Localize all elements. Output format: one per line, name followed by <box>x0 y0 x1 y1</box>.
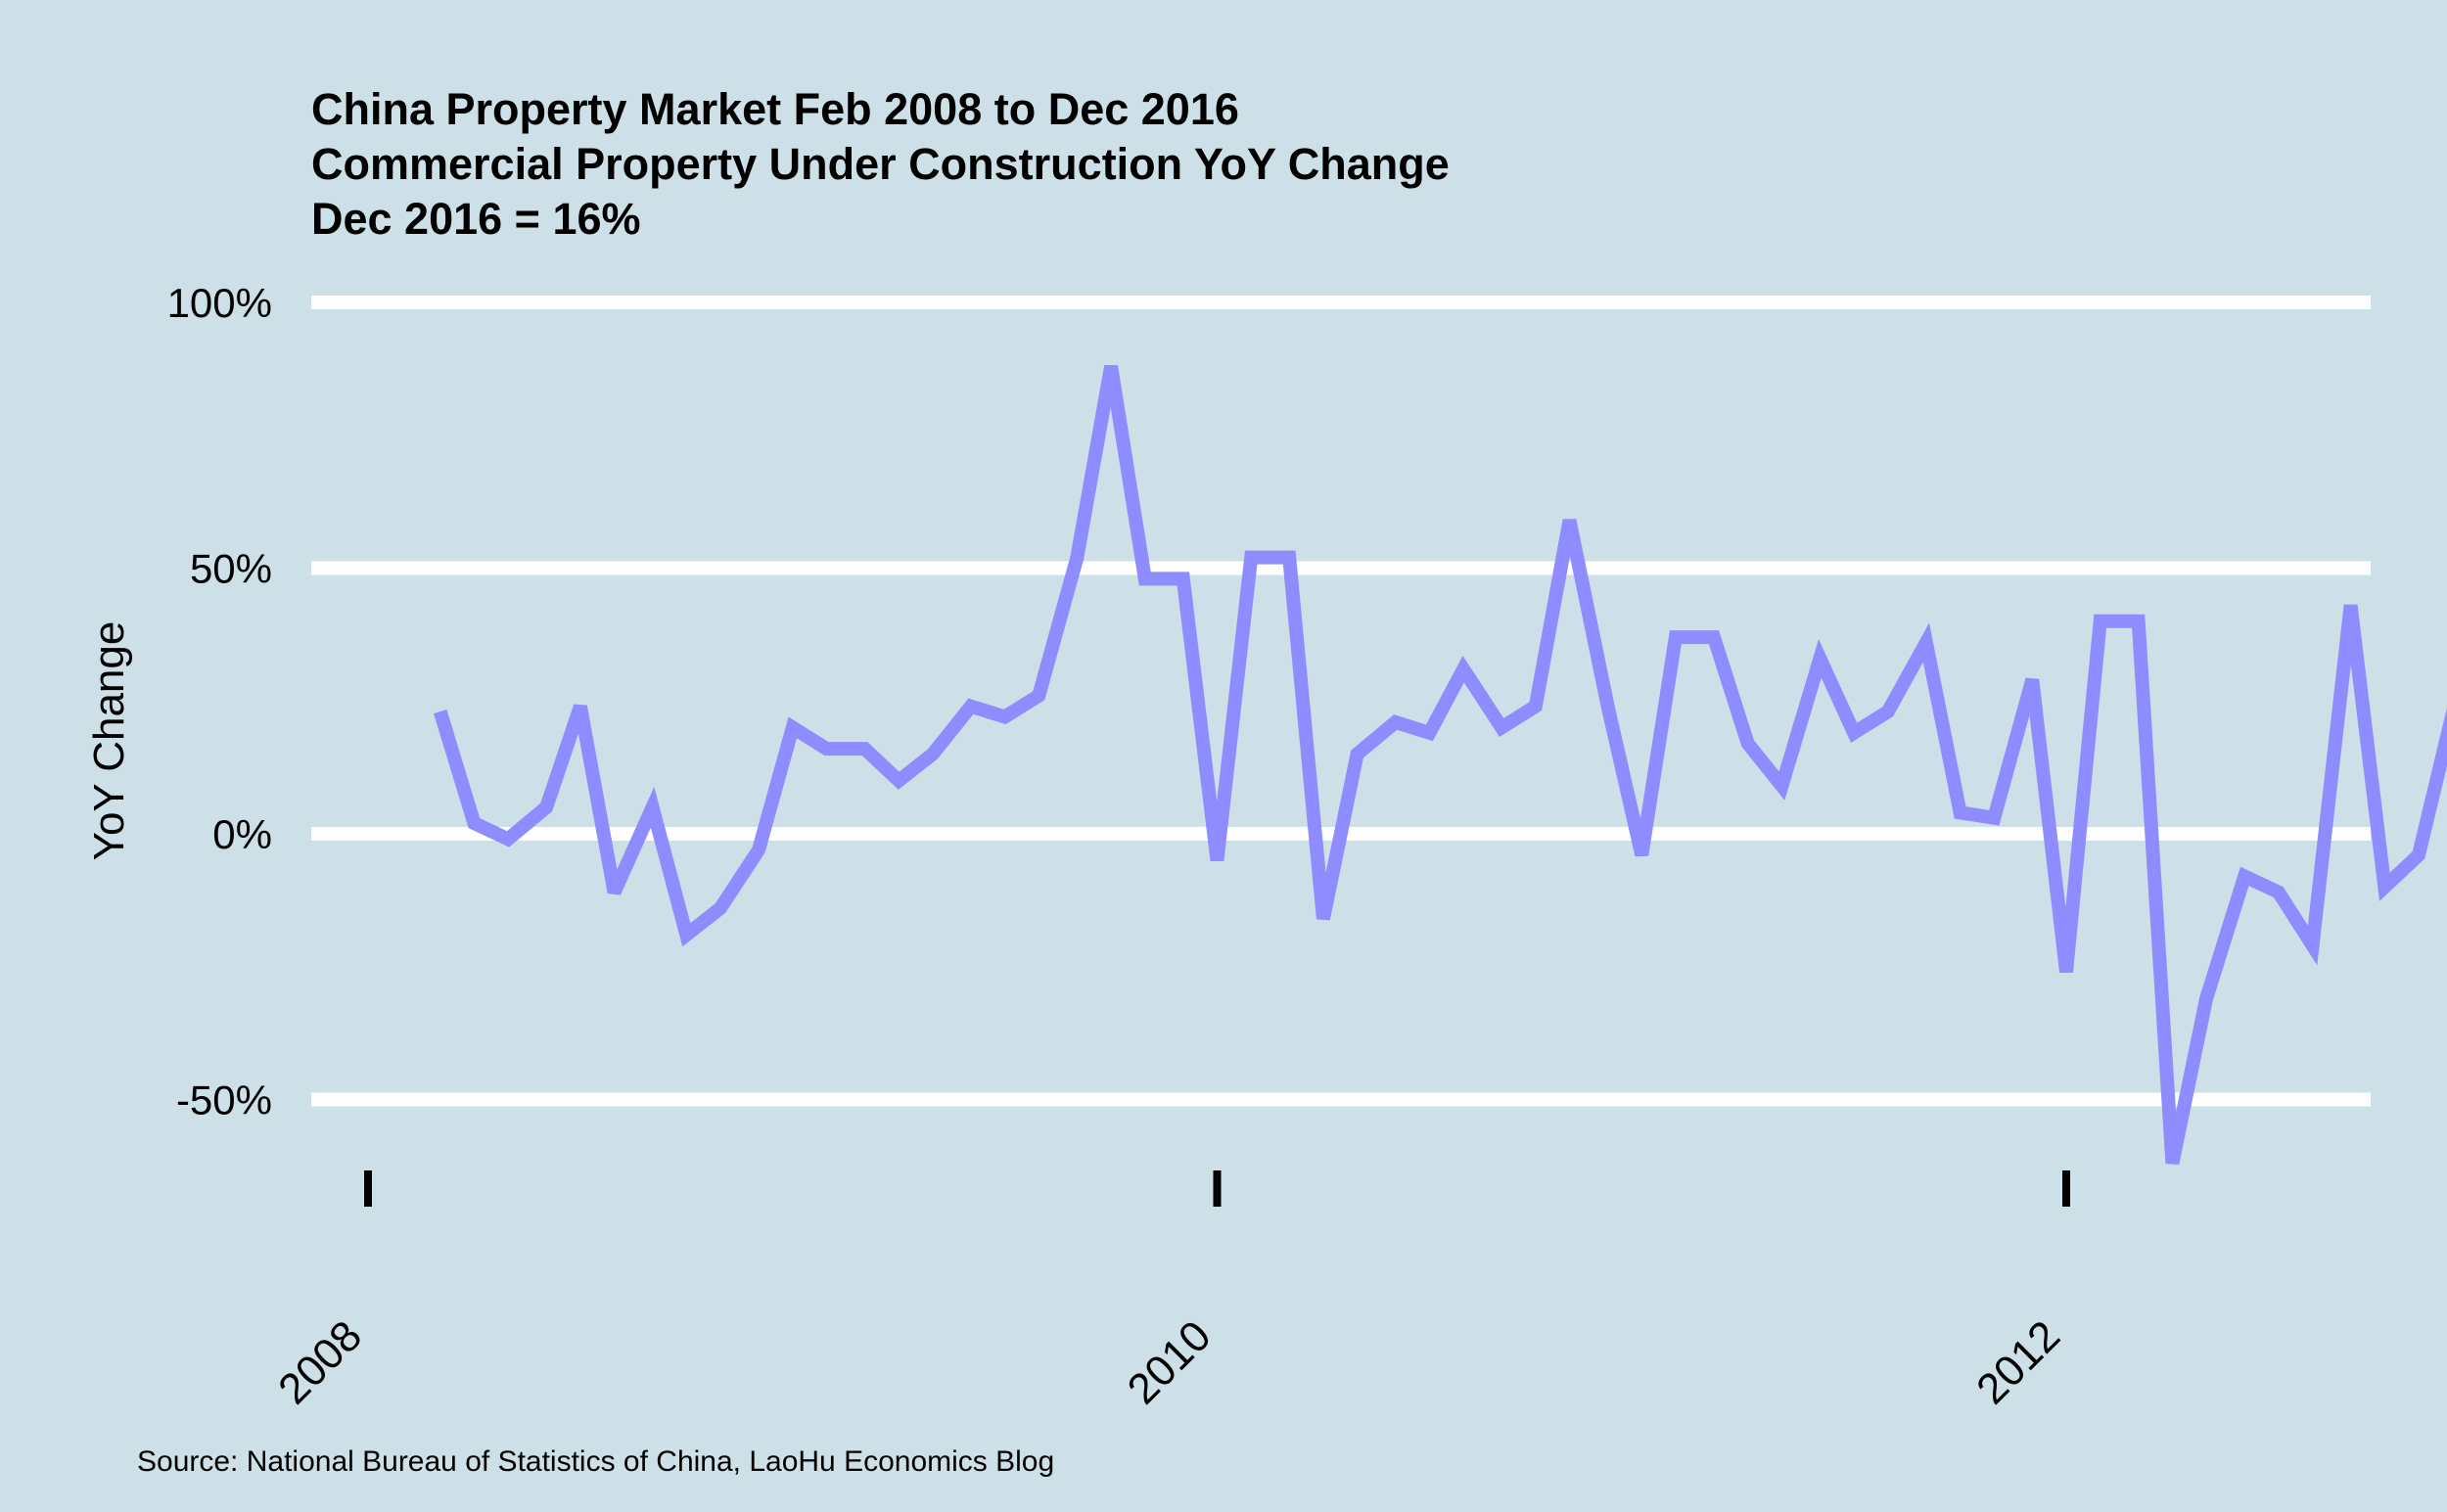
x-tick-label: 2010 <box>1119 1311 1221 1413</box>
data-point <box>1989 813 1999 823</box>
data-point <box>1777 781 1786 791</box>
data-point <box>754 845 763 854</box>
data-point <box>1956 807 1965 817</box>
data-point <box>2239 871 2249 881</box>
gridlines <box>311 296 2371 1107</box>
data-point <box>576 702 585 711</box>
data-point <box>1353 750 1362 759</box>
chart-title-line-2: Commercial Property Under Construction Y… <box>311 139 1450 189</box>
data-point <box>469 818 479 828</box>
data-point <box>1849 728 1859 738</box>
data-point <box>1743 739 1753 749</box>
data-point <box>1284 553 1294 563</box>
series-line-0 <box>434 364 2447 1166</box>
data-point <box>1178 573 1188 583</box>
data-point <box>1637 850 1646 860</box>
data-point <box>966 702 976 711</box>
data-point <box>1709 632 1719 642</box>
y-axis-title: YoY Change <box>85 621 133 861</box>
data-point <box>1921 638 1931 648</box>
source-caption: Source: National Bureau of Statistics of… <box>137 1445 1054 1478</box>
data-point <box>821 744 831 754</box>
y-tick-label: 0% <box>212 811 272 857</box>
x-tick-label: 2012 <box>1967 1311 2069 1413</box>
data-point <box>1883 707 1893 716</box>
data-series <box>434 361 2447 1168</box>
data-point <box>1815 654 1824 664</box>
y-tick-label: -50% <box>176 1077 272 1123</box>
data-point <box>1246 553 1256 563</box>
data-point <box>2346 601 2356 611</box>
data-point <box>1391 717 1401 727</box>
data-point <box>648 802 658 812</box>
data-point <box>541 802 551 812</box>
data-point <box>928 750 938 759</box>
data-point <box>2027 675 2037 685</box>
y-axis-tick-labels: 100% 50% 0% -50% <box>167 280 272 1123</box>
data-point <box>503 834 513 844</box>
data-point <box>1671 632 1681 642</box>
chart-title-line-3: Dec 2016 = 16% <box>311 194 641 244</box>
data-point <box>1140 573 1150 583</box>
data-point <box>1318 914 1328 924</box>
data-point <box>1000 712 1010 722</box>
data-point <box>2167 1159 2177 1168</box>
data-point <box>1565 516 1575 526</box>
data-point <box>2274 888 2284 897</box>
data-point <box>2201 993 2211 1003</box>
data-point <box>610 888 620 897</box>
x-axis-ticks: 20082010201220142016 <box>269 1170 2070 1413</box>
data-point <box>1424 728 1434 738</box>
data-point <box>1072 553 1082 563</box>
data-point <box>1531 702 1541 711</box>
data-point <box>1458 664 1468 674</box>
chart-title: China Property Market Feb 2008 to Dec 20… <box>311 84 1450 244</box>
data-point <box>2308 940 2318 950</box>
data-point <box>716 903 725 913</box>
data-point <box>1603 702 1613 711</box>
data-point <box>1034 691 1043 701</box>
x-tick-label: 2008 <box>269 1311 371 1413</box>
data-point <box>1497 722 1506 732</box>
data-point <box>436 707 445 716</box>
data-point <box>788 722 798 732</box>
data-point <box>1106 361 1116 371</box>
data-point <box>2134 617 2144 626</box>
data-point <box>2414 850 2424 860</box>
chart-title-line-1: China Property Market Feb 2008 to Dec 20… <box>311 84 1239 134</box>
data-point <box>894 776 903 786</box>
data-point <box>2379 882 2389 892</box>
data-point <box>681 930 691 939</box>
data-point <box>2096 617 2105 626</box>
data-point <box>1213 855 1223 865</box>
data-point <box>2061 967 2071 977</box>
y-tick-label: 100% <box>167 280 272 326</box>
data-point <box>860 744 870 754</box>
y-tick-label: 50% <box>190 546 272 592</box>
